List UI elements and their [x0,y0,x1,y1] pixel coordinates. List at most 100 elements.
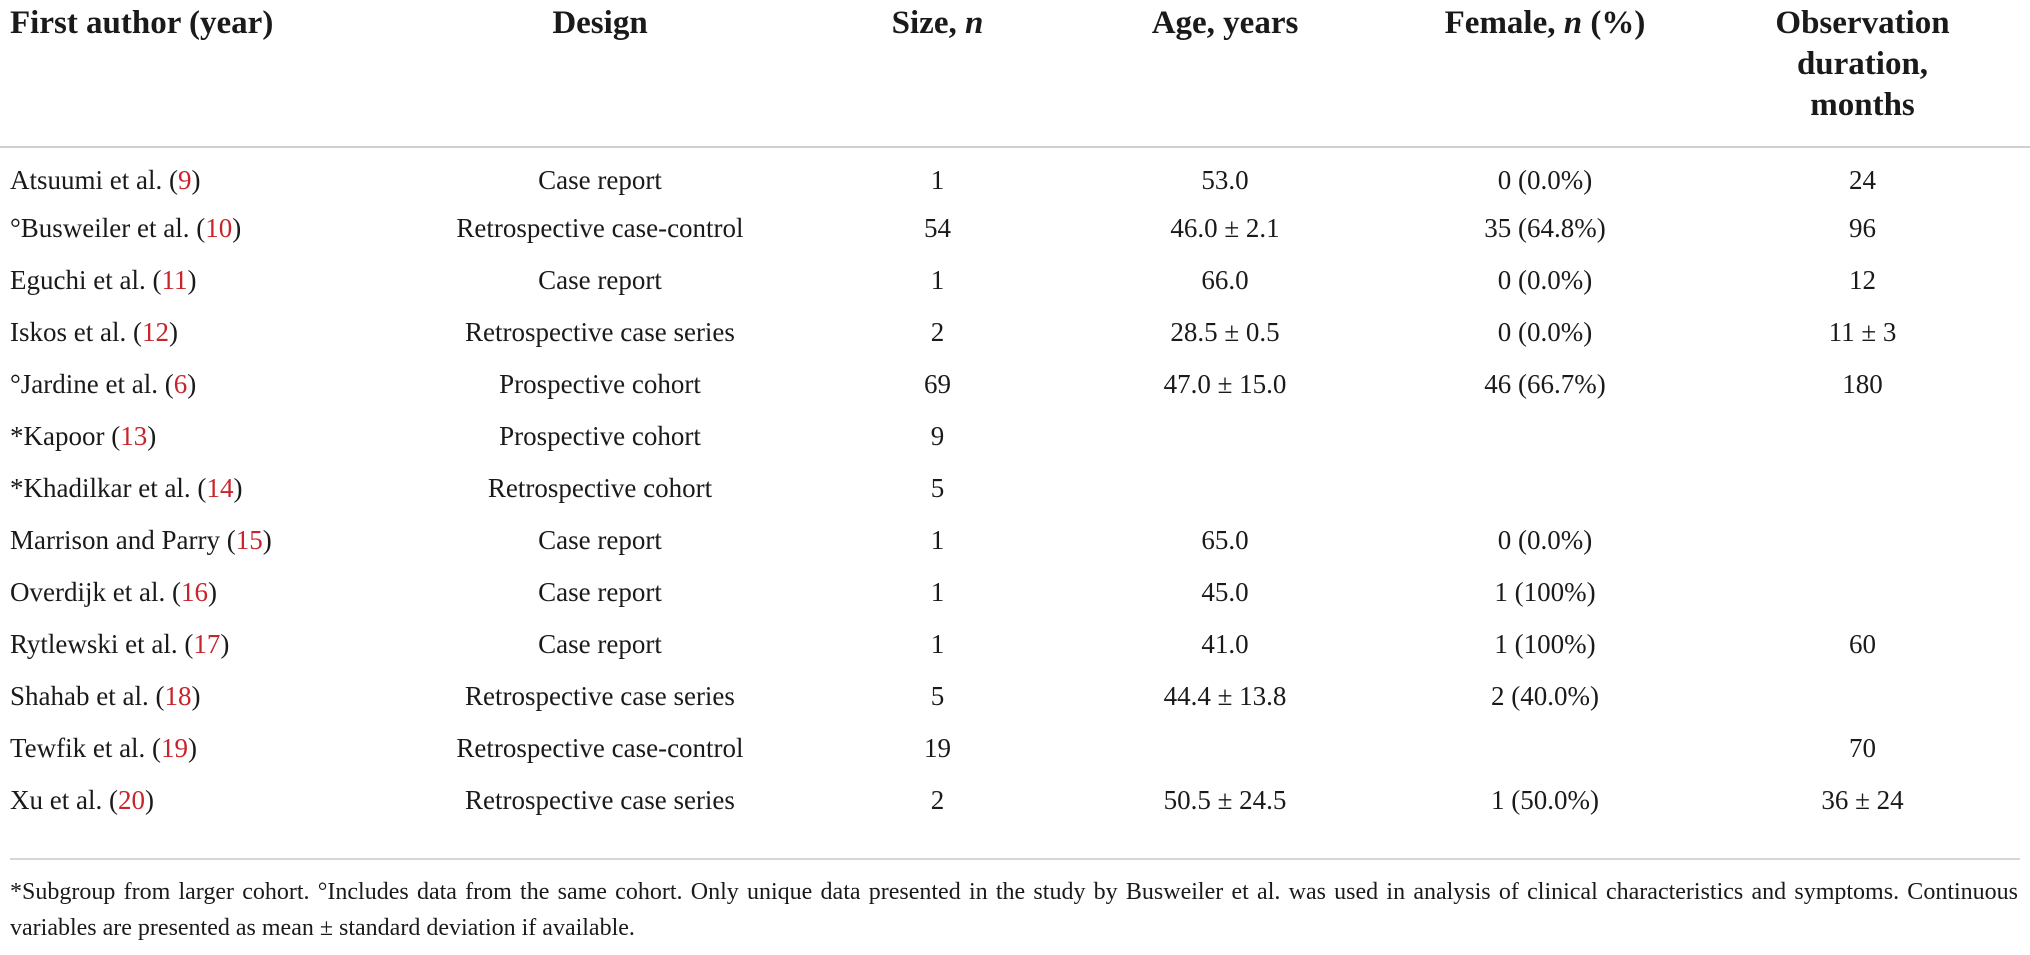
cell-size: 2 [930,317,945,347]
header-female-n: n [1563,5,1583,41]
author-name: Marrison and Parry ( [10,525,236,555]
table-row: °Busweiler et al. (10) Retrospective case… [0,202,2030,254]
reference-link[interactable]: 11 [161,265,188,295]
cell-first-author: Tewfik et al. (19) [0,722,380,774]
cell-size: 19 [924,733,951,763]
cell-observation-duration [1695,410,2030,462]
table-body: Atsuumi et al. (9) Case report 1 53.0 0 (0.0… [0,147,2030,826]
reference-close-paren: ) [168,317,178,347]
table-row: Shahab et al. (18) Retrospective case ser… [0,670,2030,722]
cell-size: 9 [930,421,945,451]
cell-observation-duration: 12 [1849,265,1876,295]
cell-observation-duration: 96 [1849,213,1876,243]
cell-design: Prospective cohort [499,421,701,451]
author-name: Tewfik et al. ( [10,733,162,763]
author-name: Atsuumi et al. ( [10,165,178,195]
author-name: Iskos et al. ( [10,317,142,347]
reference-link[interactable]: 16 [180,577,208,607]
reference-close-paren: ) [188,733,198,763]
cell-age: 28.5 ± 0.5 [1170,317,1280,347]
cell-age: 65.0 [1201,525,1249,555]
cell-observation-duration [1695,566,2030,618]
cell-observation-duration: 24 [1849,165,1876,195]
reference-link[interactable]: 10 [205,213,233,243]
cell-design: Retrospective case-control [456,733,744,763]
cell-size: 5 [930,473,945,503]
header-female-label: Female, [1444,5,1564,41]
header-size: Size, n [820,0,1055,148]
cell-size: 1 [930,629,945,659]
header-size-label: Size, [891,5,965,41]
cell-first-author: Rytlewski et al. (17) [0,618,380,670]
cell-age [1055,722,1395,774]
reference-link[interactable]: 17 [193,629,221,659]
cell-female: 2 (40.0%) [1491,681,1599,711]
cell-first-author: Iskos et al. (12) [0,306,380,358]
reference-close-paren: ) [147,421,157,451]
cell-size: 2 [930,785,945,815]
reference-link[interactable]: 6 [173,369,188,399]
table-row: Tewfik et al. (19) Retrospective case-con… [0,722,2030,774]
header-obs-line1: Observation [1775,5,1950,41]
reference-link[interactable]: 9 [177,165,192,195]
author-name: *Kapoor ( [10,421,121,451]
cell-design: Prospective cohort [499,369,701,399]
footnote-divider [10,858,2020,860]
header-row: First author (year) Design Size, n Age, … [0,0,2030,148]
cell-female: 0 (0.0%) [1497,265,1593,295]
cell-size: 1 [930,577,945,607]
cell-first-author: *Khadilkar et al. (14) [0,462,380,514]
header-age: Age, years [1055,0,1395,148]
cell-first-author: Xu et al. (20) [0,774,380,826]
cell-female: 1 (100%) [1494,629,1596,659]
reference-close-paren: ) [207,577,217,607]
reference-link[interactable]: 12 [141,317,169,347]
table-footnote: *Subgroup from larger cohort. °Includes … [10,879,2018,941]
cell-first-author: °Busweiler et al. (10) [0,202,380,254]
cell-female: 0 (0.0%) [1497,165,1593,195]
author-name: *Khadilkar et al. ( [10,473,207,503]
cell-design: Case report [538,629,662,659]
cell-size: 1 [930,525,945,555]
cell-first-author: *Kapoor (13) [0,410,380,462]
reference-close-paren: ) [262,525,272,555]
reference-link[interactable]: 18 [164,681,192,711]
cell-female: 46 (66.7%) [1484,369,1606,399]
cell-design: Retrospective case series [465,785,735,815]
studies-table: First author (year) Design Size, n Age, … [0,0,2030,826]
reference-link[interactable]: 13 [120,421,148,451]
reference-link[interactable]: 20 [117,785,145,815]
author-name: Rytlewski et al. ( [10,629,194,659]
table-row: Rytlewski et al. (17) Case report 1 41.0 1 (… [0,618,2030,670]
reference-link[interactable]: 19 [161,733,189,763]
cell-age: 66.0 [1201,265,1249,295]
cell-age: 47.0 ± 15.0 [1163,369,1287,399]
author-name: Eguchi et al. ( [10,265,162,295]
header-female-pct: (%) [1582,5,1646,41]
cell-age: 44.4 ± 13.8 [1163,681,1287,711]
reference-close-paren: ) [232,213,242,243]
table-row: Eguchi et al. (11) Case report 1 66.0 0 (0.0… [0,254,2030,306]
header-obs-line3: months [1810,87,1915,123]
cell-design: Retrospective case series [465,681,735,711]
table-row: °Jardine et al. (6) Prospective cohort 69 4… [0,358,2030,410]
cell-design: Case report [538,165,662,195]
cell-observation-duration: 180 [1842,369,1883,399]
header-observation-duration: Observation duration, months [1695,0,2030,148]
reference-link[interactable]: 15 [235,525,263,555]
cell-first-author: Overdijk et al. (16) [0,566,380,618]
author-name: Xu et al. ( [10,785,118,815]
cell-size: 1 [930,165,945,195]
cell-female [1395,462,1695,514]
cell-design: Retrospective cohort [487,473,713,503]
cell-observation-duration: 36 ± 24 [1821,785,1904,815]
reference-link[interactable]: 14 [206,473,234,503]
cell-design: Retrospective case series [465,317,735,347]
header-design: Design [380,0,820,148]
cell-size: 54 [924,213,951,243]
table-row: Overdijk et al. (16) Case report 1 45.0 1 (1… [0,566,2030,618]
header-first-author: First author (year) [0,0,380,148]
cell-first-author: Eguchi et al. (11) [0,254,380,306]
cell-first-author: Atsuumi et al. (9) [0,147,380,202]
